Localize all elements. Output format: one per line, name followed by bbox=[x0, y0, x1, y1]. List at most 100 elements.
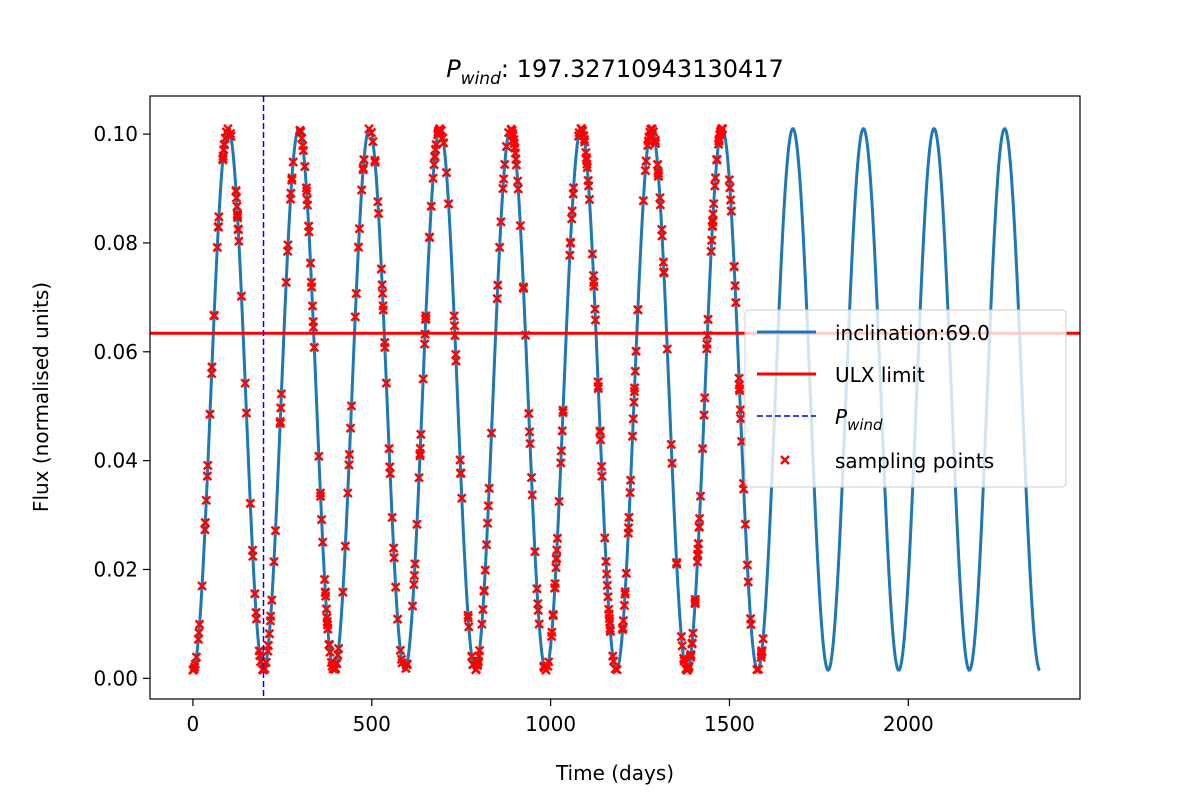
sampling-point bbox=[587, 249, 598, 259]
sampling-point bbox=[557, 426, 568, 436]
sampling-point bbox=[322, 624, 333, 634]
sampling-point bbox=[358, 164, 368, 175]
x-tick-label: 2000 bbox=[883, 712, 934, 736]
sampling-point bbox=[328, 664, 338, 674]
sampling-point bbox=[526, 472, 537, 483]
sampling-point bbox=[266, 595, 277, 605]
sampling-point bbox=[305, 258, 316, 268]
sampling-point bbox=[225, 128, 236, 139]
sampling-point bbox=[286, 175, 297, 185]
sampling-point bbox=[548, 610, 558, 621]
sampling-point bbox=[463, 610, 473, 621]
sampling-point bbox=[390, 582, 401, 592]
sampling-point bbox=[742, 560, 753, 570]
sampling-point bbox=[359, 154, 369, 165]
sampling-point bbox=[270, 525, 281, 536]
sampling-point bbox=[315, 491, 326, 502]
sampling-point bbox=[697, 443, 708, 454]
sampling-point bbox=[694, 522, 704, 533]
sampling-point bbox=[385, 468, 396, 479]
sampling-point bbox=[309, 342, 320, 353]
sampling-point bbox=[523, 408, 534, 419]
sampling-point bbox=[699, 410, 709, 420]
sampling-point bbox=[193, 634, 204, 645]
sampling-point bbox=[621, 568, 632, 579]
sampling-point bbox=[213, 221, 224, 232]
sampling-point bbox=[338, 587, 348, 597]
sampling-point bbox=[234, 236, 244, 247]
legend: inclination:69.0 ULX limit Pwind samplin… bbox=[744, 309, 1067, 488]
sampling-point bbox=[384, 443, 394, 454]
sampling-point bbox=[647, 124, 658, 134]
sampling-point bbox=[250, 588, 260, 599]
sampling-point bbox=[729, 261, 740, 272]
y-tick-label: 0.00 bbox=[93, 666, 138, 690]
sampling-point bbox=[565, 237, 576, 248]
sampling-point bbox=[313, 451, 324, 462]
sampling-point bbox=[603, 604, 614, 615]
sampling-point bbox=[756, 649, 767, 660]
sampling-point bbox=[703, 314, 713, 325]
sampling-point bbox=[301, 183, 312, 193]
sampling-point bbox=[527, 490, 538, 500]
y-tick-label: 0.06 bbox=[93, 340, 138, 364]
sampling-point bbox=[377, 279, 387, 290]
sampling-point bbox=[333, 643, 344, 654]
sampling-point bbox=[344, 459, 354, 470]
sampling-point bbox=[706, 246, 717, 257]
sampling-point bbox=[552, 533, 563, 544]
sampling-point bbox=[482, 518, 493, 529]
sampling-point bbox=[481, 539, 492, 550]
sampling-point bbox=[240, 378, 251, 389]
sampling-point bbox=[330, 663, 341, 673]
sampling-points-group bbox=[188, 123, 768, 676]
sampling-point bbox=[525, 438, 535, 449]
sampling-point bbox=[236, 291, 247, 302]
sampling-point bbox=[597, 471, 607, 482]
sampling-point bbox=[590, 315, 601, 325]
sampling-point bbox=[340, 541, 351, 551]
sampling-point bbox=[623, 528, 634, 538]
sampling-point bbox=[653, 168, 664, 179]
sampling-point bbox=[532, 583, 542, 594]
sampling-point bbox=[631, 346, 641, 357]
sampling-point bbox=[620, 586, 631, 597]
sampling-point bbox=[530, 546, 540, 557]
sampling-point bbox=[662, 344, 673, 354]
sampling-point bbox=[599, 533, 610, 543]
sampling-point bbox=[389, 552, 399, 563]
sampling-point bbox=[368, 136, 378, 147]
y-axis-ticks: 0.00 0.02 0.04 0.06 0.08 0.10 bbox=[93, 122, 150, 690]
sampling-point bbox=[463, 613, 474, 623]
sampling-point bbox=[295, 125, 306, 136]
sampling-point bbox=[512, 176, 523, 186]
x-tick-label: 500 bbox=[353, 712, 391, 736]
sampling-point bbox=[214, 212, 224, 222]
sampling-point bbox=[524, 426, 535, 437]
sampling-point bbox=[315, 488, 326, 498]
sampling-point bbox=[354, 223, 365, 234]
y-tick-label: 0.08 bbox=[93, 231, 138, 255]
sampling-point bbox=[533, 605, 544, 616]
sampling-point bbox=[595, 434, 606, 445]
y-axis-label: Flux (normalised units) bbox=[29, 282, 53, 512]
sampling-point bbox=[564, 250, 575, 261]
sampling-point bbox=[202, 460, 213, 471]
sampling-point bbox=[320, 591, 331, 602]
x-axis-ticks: 0 500 1000 1500 2000 bbox=[187, 699, 934, 736]
sampling-point bbox=[695, 491, 706, 502]
sampling-point bbox=[740, 519, 751, 530]
sampling-point bbox=[596, 461, 607, 472]
sampling-point bbox=[603, 591, 613, 602]
sampling-point bbox=[593, 383, 604, 394]
sampling-point bbox=[630, 366, 641, 377]
sampling-point bbox=[582, 162, 593, 173]
legend-box bbox=[744, 309, 1067, 488]
sampling-point bbox=[387, 512, 397, 523]
sampling-point bbox=[643, 136, 654, 146]
sampling-point bbox=[428, 173, 438, 184]
chart-title: Pwind: 197.32710943130417 bbox=[446, 55, 784, 89]
sampling-point bbox=[683, 663, 694, 674]
sampling-point bbox=[688, 628, 698, 639]
sampling-point bbox=[269, 556, 279, 567]
